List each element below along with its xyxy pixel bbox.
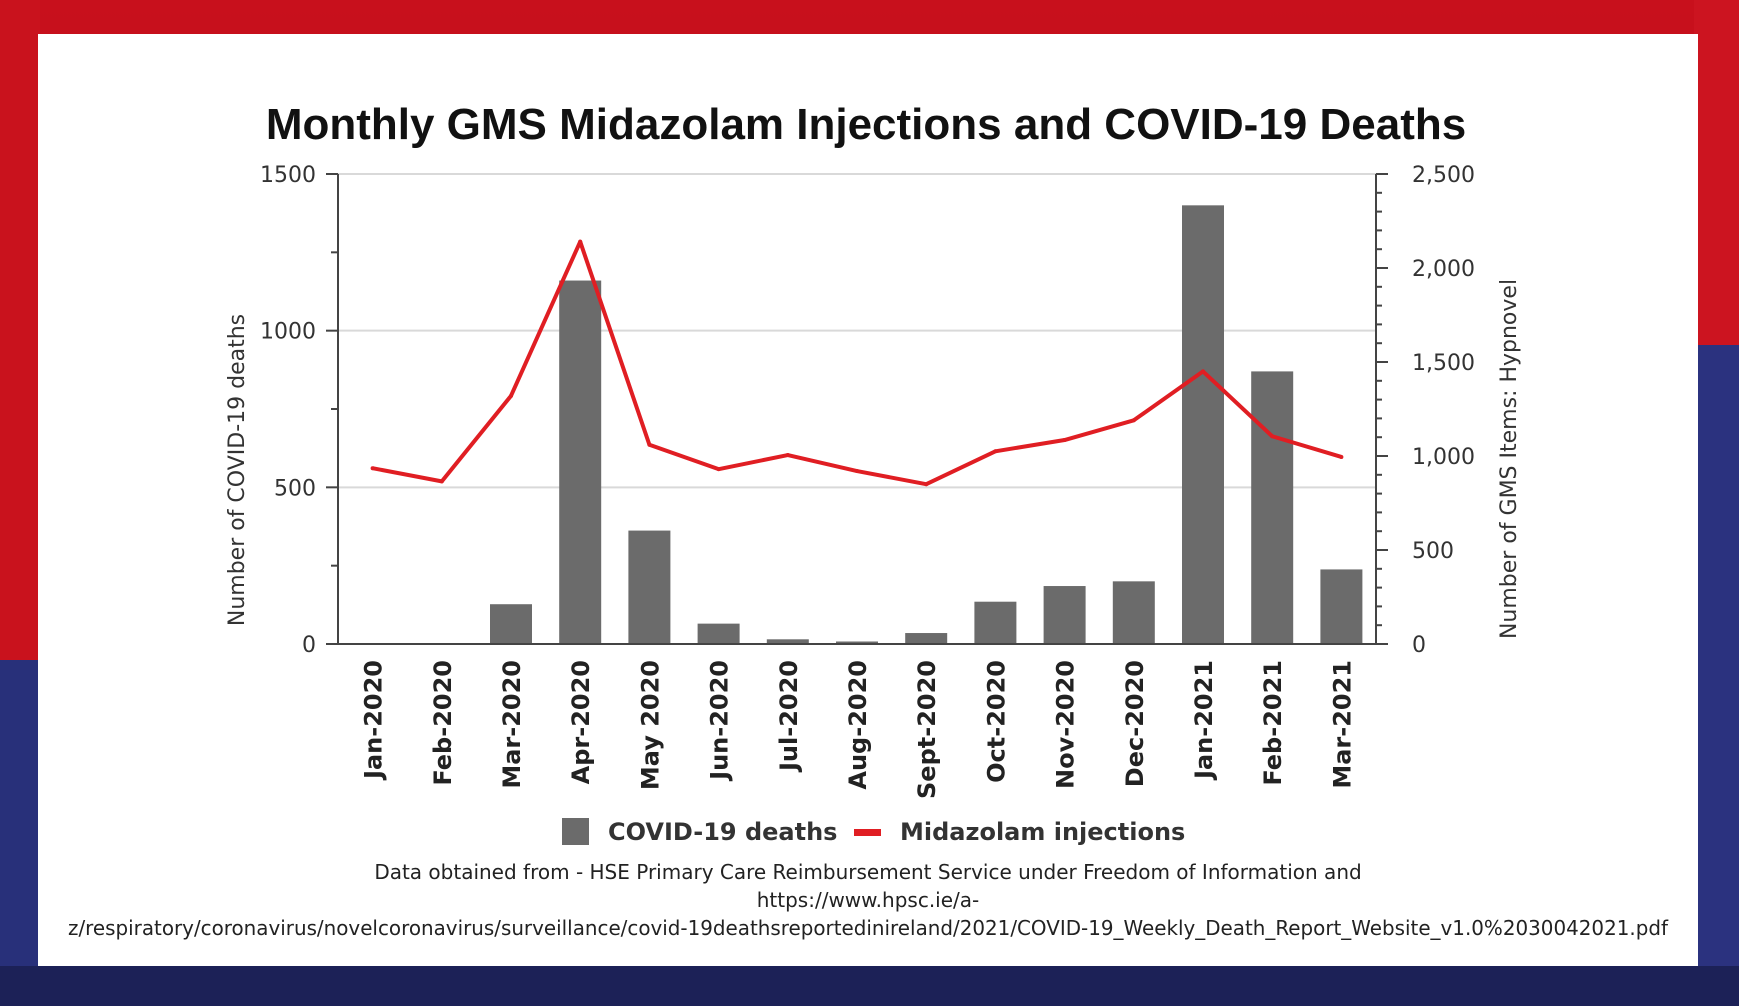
bar-covid-deaths <box>1320 569 1363 644</box>
x-category-label: Aug-2020 <box>844 660 872 790</box>
bar-covid-deaths <box>766 639 809 644</box>
bar-covid-deaths <box>628 530 671 644</box>
x-category-label: Jan-2021 <box>1190 660 1218 781</box>
x-category-label: Feb-2021 <box>1259 660 1287 786</box>
legend-label-midazolam: Midazolam injections <box>900 818 1185 846</box>
bar-covid-deaths <box>1112 581 1155 644</box>
chart-title: Monthly GMS Midazolam Injections and COV… <box>266 100 1466 149</box>
y-left-tick-label: 0 <box>302 633 316 658</box>
y-right-tick-label: 1,500 <box>1412 351 1475 376</box>
y-axis-left-label: Number of COVID-19 deaths <box>225 314 250 626</box>
bar-covid-deaths <box>836 641 878 644</box>
bar-covid-deaths <box>490 604 532 644</box>
x-category-label: May 2020 <box>636 660 664 790</box>
x-category-label: Oct-2020 <box>982 660 1010 783</box>
bar-covid-deaths <box>905 633 948 644</box>
x-category-label: Jan-2020 <box>360 660 388 781</box>
x-category-label: Sept-2020 <box>913 660 941 799</box>
background-left-red <box>0 0 40 660</box>
y-right-tick-label: 1,000 <box>1412 445 1475 470</box>
y-right-tick-label: 2,000 <box>1412 257 1475 282</box>
point-midazolam-injections <box>647 442 652 447</box>
source-line-2: https://www.hpsc.ie/a- <box>757 888 980 912</box>
background-right-blue <box>1694 345 1739 1006</box>
point-midazolam-injections <box>1131 418 1136 423</box>
y-axis-right-label: Number of GMS Items: Hypnovel <box>1497 279 1522 639</box>
point-midazolam-injections <box>924 482 929 487</box>
bar-covid-deaths <box>1251 371 1294 644</box>
legend-swatch-midazolam <box>854 829 881 836</box>
bar-covid-deaths <box>1043 586 1086 644</box>
source-line-3: z/respiratory/coronavirus/novelcoronavir… <box>68 916 1669 940</box>
x-category-label: Feb-2020 <box>429 660 457 786</box>
bar-covid-deaths <box>559 280 602 644</box>
point-midazolam-injections <box>370 466 375 471</box>
point-midazolam-injections <box>993 449 998 454</box>
background-bottom-strip <box>0 966 1739 1006</box>
point-midazolam-injections <box>1270 434 1275 439</box>
y-right-tick-label: 0 <box>1412 633 1426 658</box>
x-category-label: Mar-2021 <box>1328 660 1356 789</box>
point-midazolam-injections <box>1062 438 1067 443</box>
y-right-tick-label: 500 <box>1412 539 1454 564</box>
point-midazolam-injections <box>716 467 721 472</box>
x-category-label: Jul-2020 <box>775 660 803 773</box>
x-category-label: Mar-2020 <box>498 660 526 789</box>
legend-swatch-deaths <box>562 818 589 845</box>
y-left-tick-label: 1000 <box>260 320 316 345</box>
y-left-tick-label: 500 <box>274 476 316 501</box>
legend: COVID-19 deaths Midazolam injections <box>562 818 1185 846</box>
y-right-tick-label: 2,500 <box>1412 163 1475 188</box>
point-midazolam-injections <box>578 239 583 244</box>
source-line-1: Data obtained from - HSE Primary Care Re… <box>374 860 1361 884</box>
chart-svg: Monthly GMS Midazolam Injections and COV… <box>68 100 1669 940</box>
x-category-label: Dec-2020 <box>1121 660 1149 787</box>
point-midazolam-injections <box>509 393 513 398</box>
point-midazolam-injections <box>785 453 790 458</box>
chart-panel: Monthly GMS Midazolam Injections and COV… <box>38 34 1698 966</box>
y-left-tick-label: 1500 <box>260 163 316 188</box>
point-midazolam-injections <box>1201 369 1205 374</box>
bar-covid-deaths <box>974 601 1017 644</box>
point-midazolam-injections <box>1339 454 1344 459</box>
point-midazolam-injections <box>439 479 444 484</box>
x-category-label: Jun-2020 <box>706 660 734 782</box>
point-midazolam-injections <box>855 469 859 474</box>
x-category-label: Apr-2020 <box>567 660 595 784</box>
background-left-blue <box>0 660 40 1006</box>
x-category-label: Nov-2020 <box>1052 660 1080 789</box>
background-right-red <box>1694 0 1739 345</box>
bar-covid-deaths <box>697 623 740 644</box>
legend-label-deaths: COVID-19 deaths <box>608 818 837 846</box>
bar-covid-deaths <box>1182 205 1224 645</box>
